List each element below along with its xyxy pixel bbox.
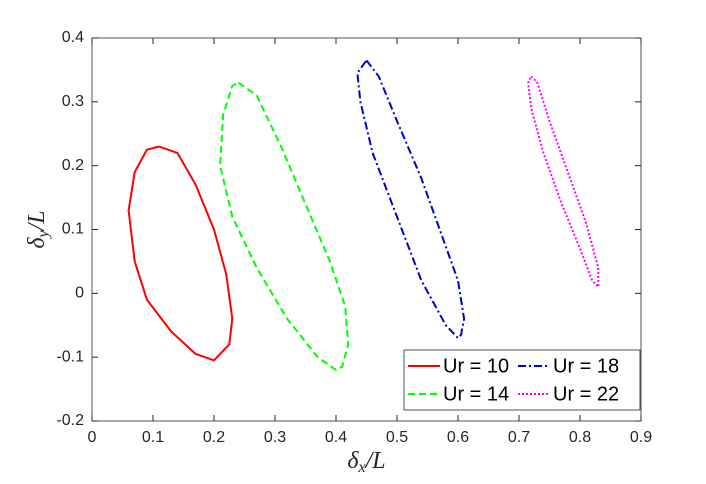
y-tick-label: -0.1 xyxy=(56,348,84,365)
y-tick-label: 0.2 xyxy=(62,157,84,174)
x-tick-label: 0.7 xyxy=(508,429,530,446)
x-tick-label: 0.5 xyxy=(386,429,408,446)
series-line xyxy=(219,81,350,371)
x-tick-label: 0.4 xyxy=(325,429,347,446)
y-tick-label: 0 xyxy=(75,285,84,302)
series-line xyxy=(356,59,466,340)
y-tick-label: 0.1 xyxy=(62,221,84,238)
y-axis-label: δy/L xyxy=(24,210,52,248)
y-tick-label: 0.3 xyxy=(62,93,84,110)
legend-label: Ur = 14 xyxy=(443,383,509,405)
x-tick-label: 0 xyxy=(88,429,97,446)
y-tick-label: -0.2 xyxy=(56,412,84,429)
y-tick-label: 0.4 xyxy=(62,29,84,46)
x-tick-label: 0.1 xyxy=(142,429,164,446)
x-axis-label: δx/L xyxy=(347,448,385,476)
legend-label: Ur = 10 xyxy=(443,355,509,377)
x-tick-label: 0.6 xyxy=(447,429,469,446)
x-tick-label: 0.2 xyxy=(203,429,225,446)
series-line xyxy=(127,145,234,362)
legend-label: Ur = 18 xyxy=(553,355,619,377)
x-tick-label: 0.3 xyxy=(264,429,286,446)
legend-box xyxy=(403,349,641,411)
x-tick-label: 0.8 xyxy=(569,429,591,446)
x-tick-label: 0.9 xyxy=(630,429,652,446)
legend-label: Ur = 22 xyxy=(553,383,619,405)
